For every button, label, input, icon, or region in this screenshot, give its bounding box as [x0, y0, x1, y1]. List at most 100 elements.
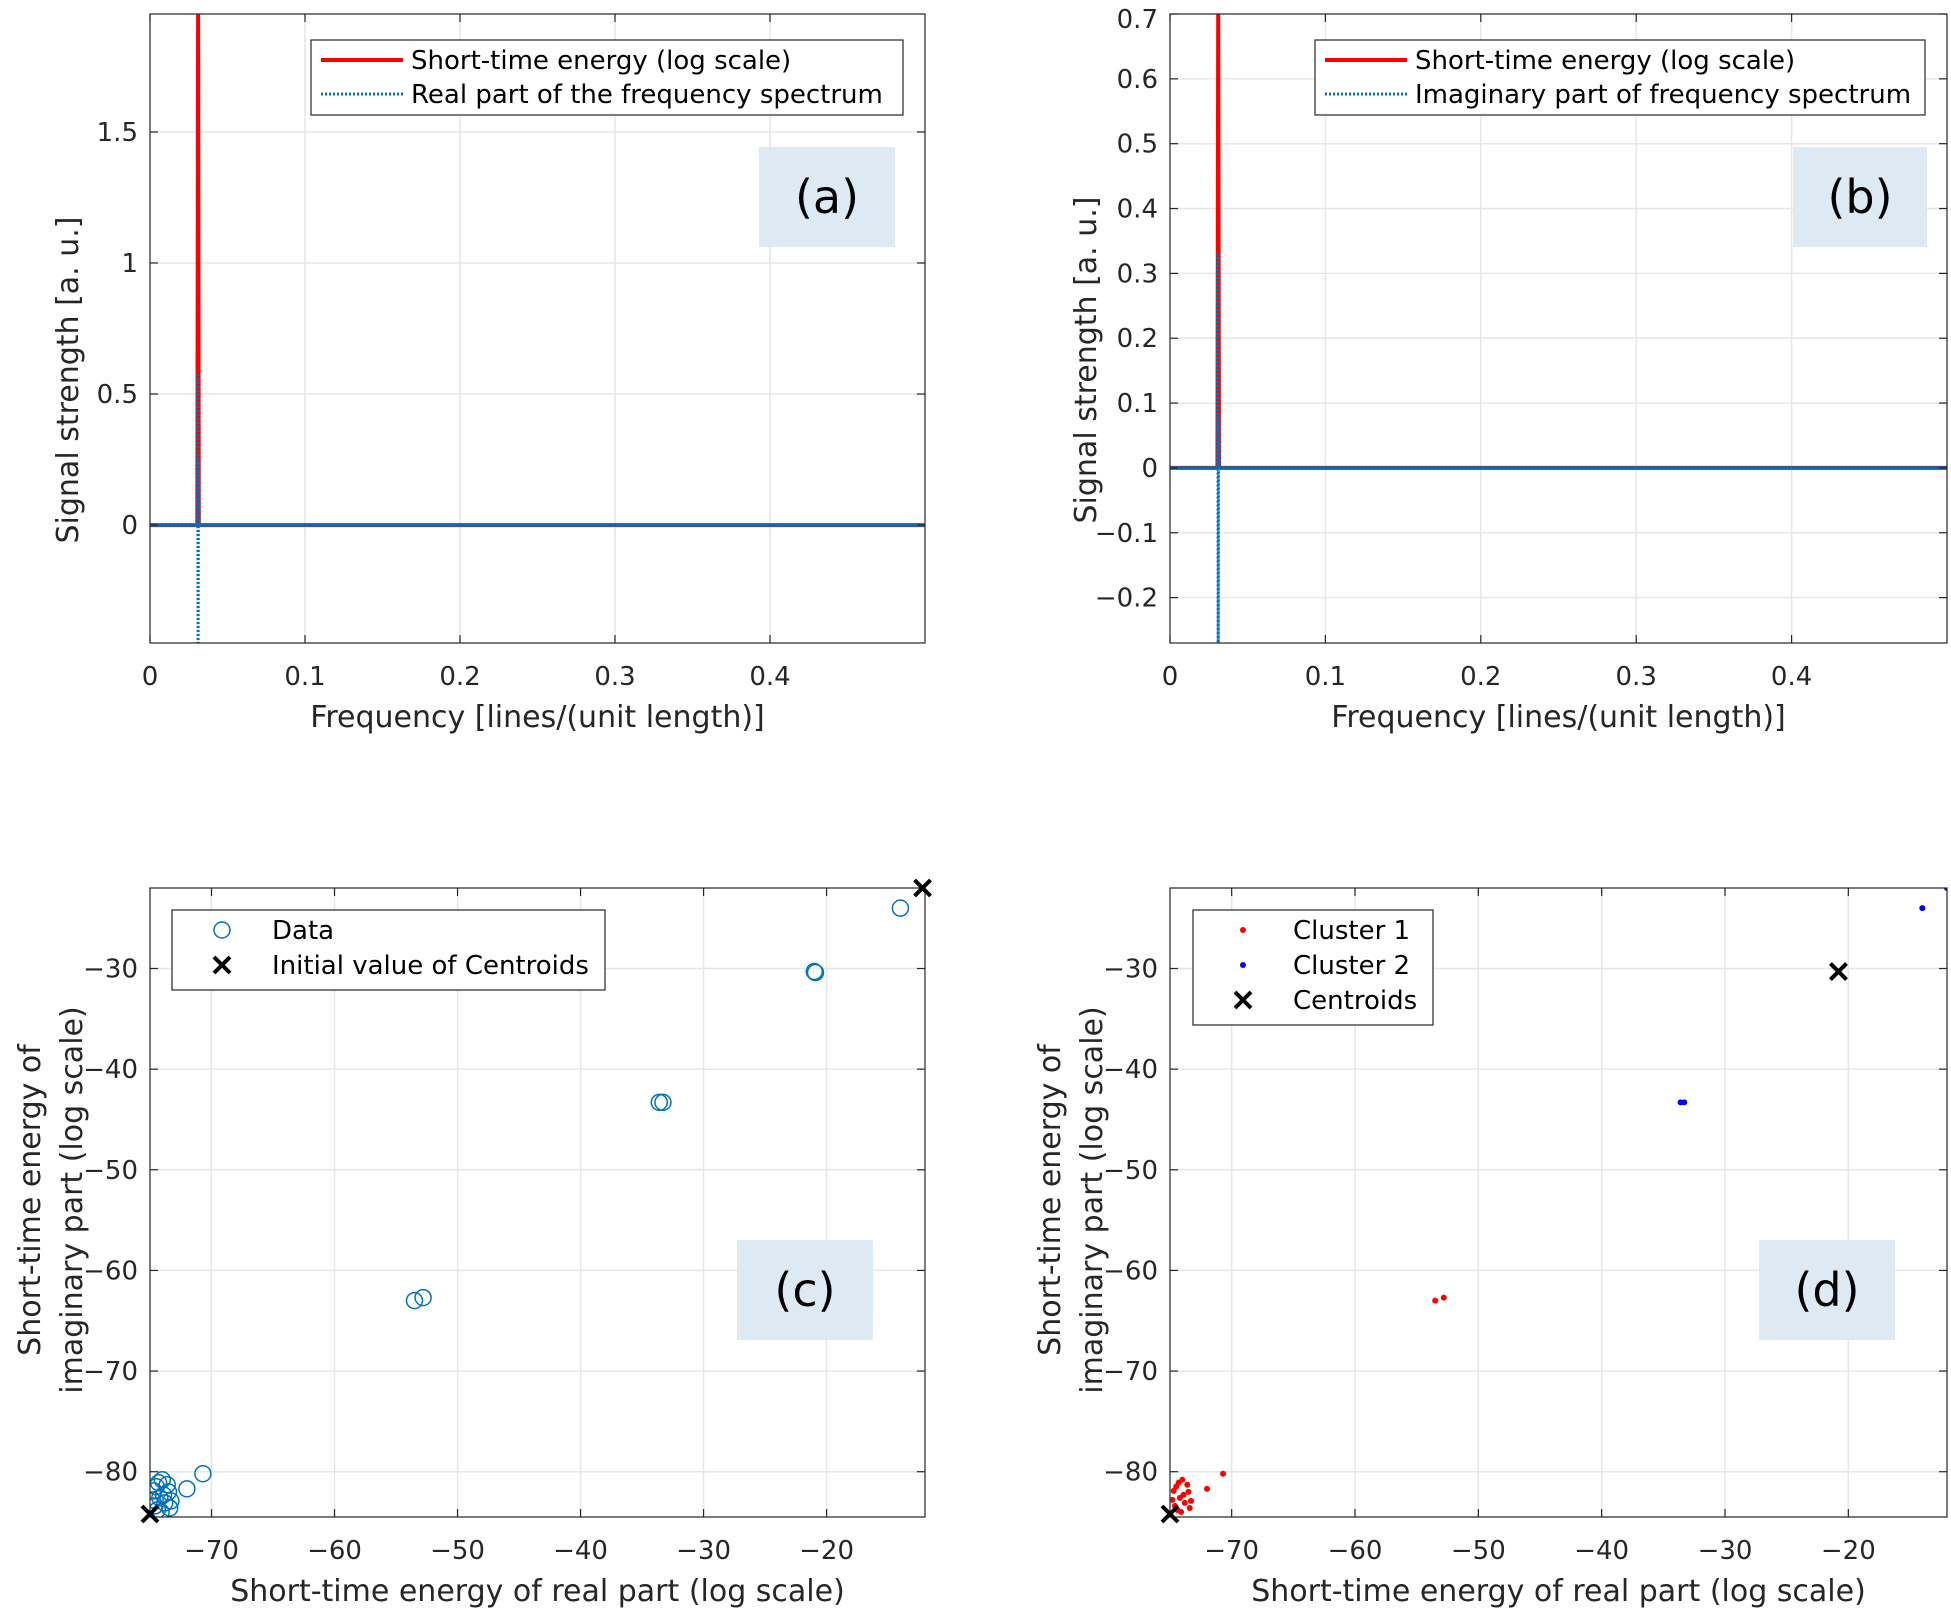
panel-tag-box [1793, 147, 1927, 247]
x-tick-label: 0 [1162, 662, 1179, 692]
legend-box [1314, 39, 1926, 116]
legend: Data Initial value of Centroids [171, 909, 606, 991]
data-point [194, 1464, 212, 1483]
y-tick-label: 0 [121, 511, 138, 541]
x-axis-label: Short-time energy of real part (log scal… [230, 1574, 845, 1609]
data-point [891, 899, 910, 917]
data-point [1204, 1485, 1210, 1492]
legend: Short-time energy (log scale) Imaginary p… [1314, 39, 1926, 116]
data-point [1681, 1099, 1688, 1106]
y-tick-label: −80 [1103, 1458, 1158, 1488]
x-tick-label: −50 [1451, 1536, 1506, 1566]
x-tick-label: 0.2 [439, 662, 480, 692]
x-tick-label: −40 [1574, 1536, 1629, 1566]
legend-label: Imaginary part of frequency spectrum [1415, 80, 1911, 110]
legend-swatch [213, 921, 231, 939]
panel-tag-box [759, 147, 895, 247]
x-tick-label: −60 [1328, 1536, 1383, 1566]
y-tick-label: 0.5 [97, 380, 138, 410]
x-axis-label: Frequency [lines/(unit length)] [1331, 700, 1786, 735]
x-tick-label: 0 [142, 662, 159, 692]
legend-box [171, 909, 606, 991]
data-point [414, 1288, 432, 1307]
data-point [1919, 905, 1926, 912]
y-axis-label: imaginary part (log scale) [55, 1006, 90, 1393]
y-tick-label: −80 [83, 1458, 138, 1488]
y-tick-label: −40 [83, 1055, 138, 1085]
centroid-marker [140, 1504, 160, 1524]
data-point [1175, 1479, 1182, 1486]
panel-tag: (d) [1794, 1263, 1859, 1317]
y-axis-label: Signal strength [a. u.] [51, 217, 86, 544]
legend-swatch [212, 955, 232, 975]
x-tick-label: −50 [430, 1536, 485, 1566]
panel-tag: (c) [774, 1263, 835, 1317]
x-tick-label: 0.4 [1771, 662, 1812, 692]
y-tick-label: 1.5 [97, 118, 138, 148]
y-axis-label: imaginary part (log scale) [1075, 1006, 1110, 1393]
x-tick-label: 0.1 [1305, 662, 1346, 692]
panel-b: 0 0.1 0.2 0.3 0.4 −0.2 −0.1 0 0.1 0.2 0.3 0.4 0.5 0.6… [1069, 5, 1948, 735]
axes-box [1169, 887, 1948, 1518]
centroid-marker [1829, 962, 1848, 981]
data-point [150, 1474, 168, 1492]
centroid-marker [913, 878, 932, 898]
data-point [150, 1501, 167, 1517]
y-axis-label: Short-time energy of [1033, 1043, 1068, 1356]
panel-a: 0 0.1 0.2 0.3 0.4 0 0.5 1 1.5 Frequency [lines/(u… [51, 13, 926, 735]
plot-area [1170, 14, 1947, 643]
y-axis-label: Signal strength [a. u.] [1069, 197, 1104, 524]
y-tick-label: 0.7 [1117, 5, 1158, 35]
plot-content [1170, 888, 1947, 1515]
x-tick-label: 0.2 [1460, 662, 1501, 692]
y-tick-label: 0.1 [1117, 389, 1158, 419]
data-point [150, 1491, 162, 1509]
y-tick-label: 0 [1141, 454, 1158, 484]
plot-content [1170, 14, 1947, 643]
y-tick-label: −70 [1103, 1357, 1158, 1387]
data-point [1440, 1294, 1447, 1301]
plot-content [150, 899, 910, 1517]
data-point [1170, 1487, 1177, 1494]
x-axis-label: Short-time energy of real part (log scal… [1251, 1574, 1866, 1609]
legend-box [1192, 909, 1434, 1026]
axes-box [149, 887, 926, 1518]
y-axis-label: Short-time energy of [13, 1043, 48, 1356]
legend-swatch [1233, 990, 1253, 1010]
legend-label: Centroids [1293, 986, 1417, 1016]
data-point [162, 1492, 180, 1510]
y-tick-label: −60 [83, 1256, 138, 1286]
y-tick-label: 0.5 [1117, 130, 1158, 160]
y-tick-label: −50 [1103, 1156, 1158, 1186]
x-tick-label: 0.3 [1616, 662, 1657, 692]
data-point [1170, 1496, 1176, 1503]
y-tick-label: −0.2 [1095, 584, 1158, 614]
series-line [1170, 14, 1947, 470]
y-tick-label: −40 [1103, 1055, 1158, 1085]
data-point [654, 1093, 672, 1112]
x-tick-label: −70 [1204, 1536, 1259, 1566]
data-point [1180, 1491, 1187, 1498]
x-tick-label: −30 [1698, 1536, 1753, 1566]
panel-tag-box [1759, 1240, 1895, 1340]
x-tick-label: −20 [799, 1536, 854, 1566]
y-tick-label: −60 [1103, 1256, 1158, 1286]
legend-label: Short-time energy (log scale) [1415, 46, 1795, 76]
legend-box [310, 39, 904, 116]
legend: Short-time energy (log scale) Real part o… [310, 39, 904, 116]
y-tick-label: 1 [121, 249, 138, 279]
y-tick-label: −30 [1103, 955, 1158, 985]
legend-label: Cluster 1 [1293, 916, 1410, 946]
data-point [1186, 1504, 1193, 1511]
panel-c: −70 −60 −50 −40 −30 −20 −80 −70 −60 −50 −40 −30 Shor… [13, 887, 926, 1609]
y-tick-label: −50 [83, 1156, 138, 1186]
x-tick-label: −70 [184, 1536, 239, 1566]
axes-box [149, 13, 926, 644]
legend-label: Data [272, 916, 334, 946]
data-point [405, 1291, 424, 1310]
data-point [1432, 1297, 1439, 1304]
y-tick-label: 0.3 [1117, 259, 1158, 289]
plot-content [150, 14, 925, 643]
x-tick-label: −60 [307, 1536, 362, 1566]
